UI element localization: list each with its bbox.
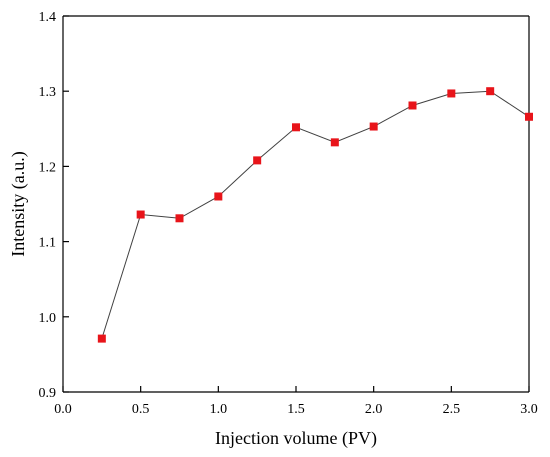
- data-point-marker: [292, 123, 300, 132]
- x-tick-label: 0.0: [54, 402, 72, 417]
- data-point-marker: [214, 192, 223, 201]
- y-tick-label: 1.3: [39, 85, 57, 100]
- y-tick-label: 1.0: [39, 311, 57, 326]
- series-line-group: [101, 90, 530, 339]
- data-point-marker: [97, 334, 106, 343]
- y-tick-label: 1.2: [39, 160, 57, 175]
- x-tick-label: 1.5: [287, 402, 305, 417]
- plot-area: [62, 15, 530, 393]
- data-point-marker: [175, 214, 184, 223]
- data-point-marker: [486, 87, 495, 96]
- data-point-marker: [369, 122, 378, 131]
- data-point-marker: [253, 156, 262, 165]
- y-axis-label: Intensity (a.u.): [8, 151, 29, 256]
- y-axis-ticks: 0.9 1.0 1.1 1.2 1.3 1.4: [39, 10, 69, 401]
- y-tick-label: 1.4: [39, 10, 57, 25]
- series-markers-group: [97, 87, 533, 343]
- series-line: [101, 90, 530, 339]
- x-tick-label: 2.0: [365, 402, 383, 417]
- data-point-marker: [408, 101, 417, 110]
- x-tick-label: 2.5: [443, 402, 461, 417]
- x-axis-ticks: 0.0 0.5 1.0 1.5 2.0 2.5 3.0: [54, 386, 538, 417]
- x-tick-label: 0.5: [132, 402, 150, 417]
- data-point-marker: [136, 210, 145, 219]
- x-tick-label: 3.0: [520, 402, 538, 417]
- x-tick-label: 1.0: [210, 402, 228, 417]
- y-tick-label: 0.9: [39, 386, 57, 401]
- x-axis-label: Injection volume (PV): [215, 428, 377, 449]
- data-point-marker: [330, 138, 339, 147]
- data-point-marker: [525, 112, 533, 121]
- y-tick-label: 1.1: [39, 236, 57, 251]
- data-point-marker: [447, 89, 456, 98]
